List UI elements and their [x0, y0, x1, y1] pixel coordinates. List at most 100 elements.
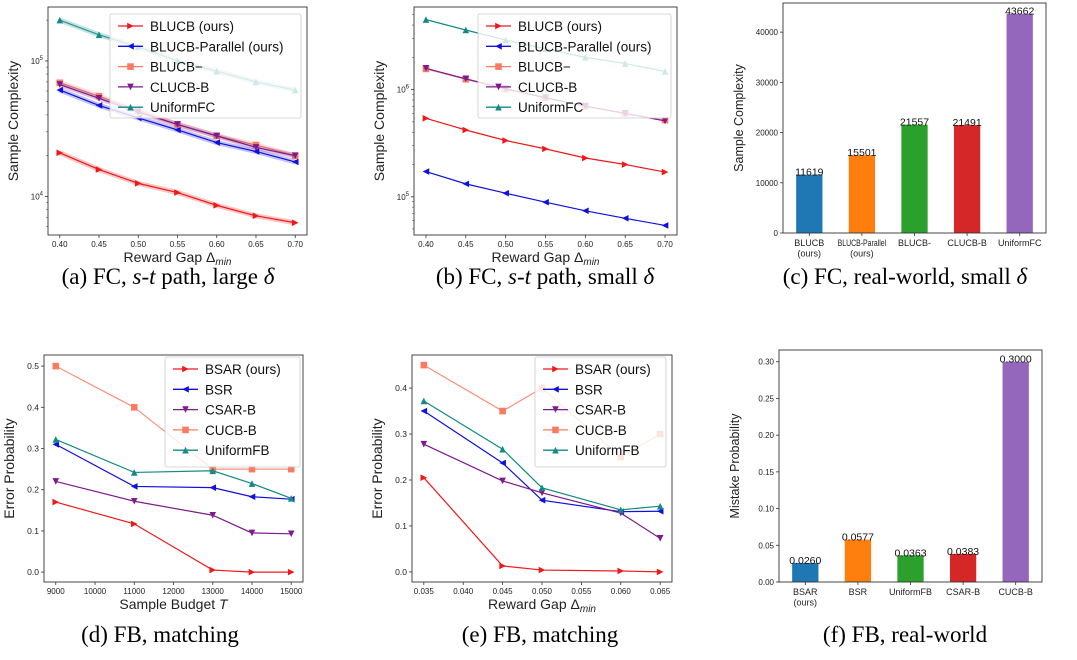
y-tick-label: 105	[397, 192, 410, 202]
x-tick-label: 0.70	[657, 240, 673, 249]
legend-label: UniformFC	[150, 100, 216, 115]
y-tick-label: 0.1	[27, 526, 39, 536]
data-point	[542, 145, 549, 153]
bar	[953, 125, 981, 233]
x-tick-label: CLUCB-B	[947, 238, 987, 248]
legend-marker	[182, 386, 189, 393]
legend-marker	[552, 386, 559, 393]
series-line	[55, 501, 292, 573]
legend-marker	[182, 446, 189, 454]
x-tick-label: BSAR	[793, 587, 818, 597]
legend: BSAR (ours) BSR CSAR-B CUCB-B UniformFB	[164, 356, 301, 468]
series-line	[55, 480, 292, 535]
series-blucb-ours-	[422, 114, 669, 176]
legend-label: BLUCB−	[150, 60, 203, 75]
x-tick-label: 0.060	[611, 587, 632, 596]
y-tick-label: 0.00	[758, 578, 774, 587]
series-csar-b	[420, 440, 664, 542]
x-tick-label: 0.045	[493, 587, 514, 596]
bar-value-label: 11619	[795, 167, 824, 179]
data-point	[213, 132, 221, 140]
legend-marker	[182, 365, 189, 373]
data-point	[542, 198, 549, 206]
data-point	[287, 465, 295, 473]
data-point	[213, 202, 221, 209]
data-point	[499, 445, 506, 453]
bar	[897, 555, 924, 582]
data-point	[420, 407, 428, 415]
y-tick-label: 0.3	[395, 429, 407, 439]
legend-item: BLUCB-Parallel (ours)	[118, 39, 284, 54]
legend-marker	[182, 406, 189, 413]
data-point	[95, 166, 103, 173]
legend-item: CLUCB-B	[118, 80, 209, 95]
caption-d: (d) FB, matching	[81, 622, 239, 647]
x-tick-label: BLUCB	[794, 238, 824, 248]
legend-item: CSAR-B	[173, 403, 256, 418]
x-tick-label: 0.70	[287, 240, 303, 249]
bar-group: 11619 BLUCB(ours)	[794, 167, 824, 259]
legend-label: BLUCB (ours)	[518, 19, 602, 34]
legend-label: CUCB-B	[205, 423, 257, 438]
data-point	[420, 397, 428, 405]
series-clucb-b	[56, 81, 299, 159]
data-point	[656, 507, 664, 515]
bar	[949, 553, 977, 582]
data-point	[248, 493, 256, 501]
data-point	[499, 407, 506, 415]
x-tick-label: 11000	[123, 587, 145, 596]
data-point	[661, 222, 669, 229]
chart-d: 0.0 0.1 0.2 0.3 0.4 0.5 Error Probability 9000 1…	[1, 354, 304, 612]
x-tick-label: 0.60	[209, 240, 225, 249]
axes-frame	[778, 349, 1043, 583]
x-tick-label: 12000	[162, 587, 185, 596]
legend-marker	[127, 83, 134, 91]
data-point	[209, 511, 217, 519]
series-bsar-ours-	[420, 474, 664, 576]
bar-value-label: 21491	[952, 117, 981, 129]
data-point	[287, 495, 295, 502]
y-axis-label: Sample Complexity	[5, 61, 21, 182]
x-tick-label: 0.65	[248, 240, 264, 249]
x-tick-label: 13000	[202, 587, 225, 596]
bar	[901, 124, 928, 233]
chart-b: 105 106 Sample Complexity 0.40 0.45 0.50 0.55 0…	[371, 6, 678, 268]
legend-marker	[495, 43, 502, 50]
data-point	[95, 102, 103, 109]
data-point	[661, 117, 669, 125]
data-point	[538, 496, 546, 504]
x-axis-label: Reward Gap Δmin	[124, 249, 232, 268]
x-tick-label: 0.050	[532, 587, 553, 596]
legend-item: BSAR (ours)	[543, 362, 651, 377]
data-point	[130, 404, 138, 411]
y-axis-label: Error Probability	[1, 418, 17, 518]
x-tick-label: 0.65	[617, 240, 633, 249]
data-point	[130, 520, 138, 528]
bar-group: 21557 BLUCB-	[898, 117, 931, 248]
x-tick-label: CSAR-B	[946, 587, 980, 597]
data-point	[95, 31, 103, 39]
bar	[796, 174, 823, 233]
data-point	[502, 137, 509, 144]
legend-label: UniformFB	[205, 443, 270, 458]
bar-value-label: 0.0260	[789, 555, 821, 567]
data-point	[130, 483, 138, 490]
bar-group: 15501 BLUCB-Parallel(ours)	[838, 147, 887, 258]
legend-item: BLUCB (ours)	[118, 19, 234, 34]
legend-label: CSAR-B	[575, 403, 626, 418]
data-point	[422, 65, 430, 72]
caption-e: (e) FB, matching	[461, 622, 619, 647]
data-point	[538, 489, 546, 497]
chart-e: 0.0 0.1 0.2 0.3 0.4 Error Probability 0.035 0.0…	[369, 354, 673, 615]
legend-frame	[164, 356, 301, 468]
data-point	[248, 465, 256, 473]
legend-item: CLUCB-B	[486, 80, 577, 95]
y-tick-label: 0.5	[27, 361, 39, 371]
chart-a: 104 105 Sample Complexity 0.40 0.45 0.50 0.55 0…	[5, 6, 308, 268]
series-blucb-parallel-ours-	[56, 86, 299, 166]
data-point	[248, 529, 256, 537]
bar-group: 0.0383 CSAR-B	[946, 546, 980, 597]
data-point	[617, 506, 625, 514]
legend-marker	[495, 83, 502, 91]
